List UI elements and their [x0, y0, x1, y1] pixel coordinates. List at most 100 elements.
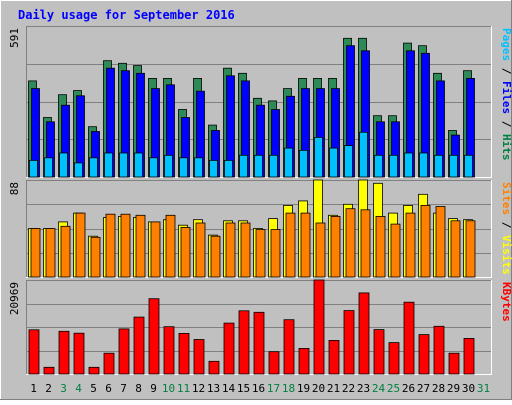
x-tick-label-day-25: 25 — [387, 382, 400, 395]
x-tick-label-day-10: 10 — [162, 382, 175, 395]
legend-part: Files — [500, 81, 512, 114]
bar-sites-day-10 — [165, 214, 176, 278]
legend-part: Hits — [500, 134, 512, 161]
bar-sites-day-14 — [225, 222, 236, 278]
bar-kbytes-day-6 — [103, 352, 115, 375]
bar-pages-day-9 — [149, 157, 158, 178]
x-tick-label-day-21: 21 — [327, 382, 340, 395]
bar-sites-day-29 — [450, 220, 461, 278]
x-tick-label-day-24: 24 — [372, 382, 386, 395]
bar-pages-day-4 — [74, 162, 83, 178]
bar-kbytes-day-24 — [373, 329, 385, 375]
bar-pages-day-14 — [224, 159, 233, 178]
bar-sites-day-12 — [195, 222, 206, 278]
x-tick-label-day-4: 4 — [75, 382, 82, 395]
chart-title: Daily usage for September 2016 — [18, 8, 235, 22]
bar-kbytes-day-7 — [118, 328, 130, 375]
bar-kbytes-day-27 — [418, 334, 430, 375]
bar-kbytes-day-5 — [88, 366, 100, 375]
bar-sites-day-3 — [60, 225, 71, 278]
bar-pages-day-18 — [284, 147, 293, 178]
bar-kbytes-day-14 — [223, 322, 235, 375]
x-tick-label-day-18: 18 — [282, 382, 295, 395]
bar-pages-day-21 — [329, 147, 338, 178]
bar-kbytes-day-4 — [73, 332, 85, 375]
x-tick-label-day-12: 12 — [192, 382, 205, 395]
x-tick-label-day-31: 31 — [477, 382, 490, 395]
bar-sites-day-15 — [240, 222, 251, 278]
bar-pages-day-29 — [449, 154, 458, 178]
x-tick-label-day-15: 15 — [237, 382, 250, 395]
bar-kbytes-day-2 — [43, 366, 55, 375]
bar-kbytes-day-23 — [358, 292, 370, 375]
x-tick-label-day-1: 1 — [30, 382, 37, 395]
bar-sites-day-22 — [345, 208, 356, 278]
x-tick-label-day-9: 9 — [150, 382, 157, 395]
x-tick-label-day-29: 29 — [447, 382, 460, 395]
x-tick-label-day-27: 27 — [417, 382, 430, 395]
legend-label-hits-files-pages: Pages / Files / Hits — [500, 28, 512, 161]
bar-pages-day-16 — [254, 154, 263, 178]
x-tick-label-day-26: 26 — [402, 382, 415, 395]
bar-pages-day-13 — [209, 159, 218, 178]
bar-sites-day-4 — [75, 212, 86, 278]
bar-sites-day-6 — [105, 213, 116, 278]
x-tick-label-day-22: 22 — [342, 382, 355, 395]
x-tick-label-day-14: 14 — [222, 382, 236, 395]
x-tick-label-day-19: 19 — [297, 382, 310, 395]
legend-part: Pages — [500, 28, 512, 61]
bar-pages-day-23 — [359, 131, 368, 178]
bar-sites-day-24 — [375, 215, 386, 278]
y-max-label-kbytes: 20969 — [8, 282, 21, 315]
legend-part: / — [500, 215, 512, 235]
bar-kbytes-day-15 — [238, 310, 250, 375]
bar-pages-day-7 — [119, 152, 128, 178]
bar-kbytes-day-22 — [343, 310, 355, 375]
bar-pages-day-12 — [194, 157, 203, 178]
bar-kbytes-day-18 — [283, 319, 295, 375]
bar-sites-day-30 — [465, 220, 476, 278]
x-tick-label-day-17: 17 — [267, 382, 280, 395]
bar-sites-day-27 — [420, 204, 431, 278]
bar-kbytes-day-19 — [298, 347, 310, 375]
bar-pages-day-1 — [29, 159, 38, 178]
bar-kbytes-day-25 — [388, 342, 400, 375]
bar-sites-day-19 — [300, 212, 311, 278]
bar-kbytes-day-28 — [433, 325, 445, 375]
bar-kbytes-day-10 — [163, 326, 175, 375]
bar-sites-day-17 — [270, 229, 281, 278]
bar-pages-day-6 — [104, 152, 113, 178]
bar-sites-day-5 — [90, 236, 101, 278]
bar-pages-day-17 — [269, 154, 278, 178]
bar-pages-day-26 — [404, 152, 413, 178]
bar-pages-day-3 — [59, 152, 68, 178]
bar-sites-day-25 — [390, 223, 401, 278]
bar-sites-day-2 — [45, 228, 56, 278]
bar-kbytes-day-12 — [193, 339, 205, 375]
x-tick-label-day-2: 2 — [45, 382, 52, 395]
bar-pages-day-22 — [344, 145, 353, 178]
bar-sites-day-1 — [30, 228, 41, 278]
bar-sites-day-9 — [150, 221, 161, 278]
x-tick-label-day-20: 20 — [312, 382, 325, 395]
y-max-label-visits-sites: 88 — [8, 182, 21, 195]
bar-kbytes-day-29 — [448, 352, 460, 375]
bar-sites-day-8 — [135, 214, 146, 278]
legend-part: KBytes — [500, 282, 512, 322]
y-max-label-hits-files-pages: 591 — [8, 28, 21, 48]
bar-pages-day-30 — [464, 154, 473, 178]
bar-kbytes-day-17 — [268, 351, 280, 375]
bar-kbytes-day-3 — [58, 330, 70, 375]
bar-sites-day-7 — [120, 213, 131, 278]
bar-kbytes-day-11 — [178, 332, 190, 375]
bar-pages-day-19 — [299, 149, 308, 178]
x-tick-label-day-3: 3 — [60, 382, 67, 395]
bar-sites-day-20 — [315, 222, 326, 278]
legend-label-kbytes: KBytes — [500, 282, 512, 322]
bar-pages-day-2 — [44, 157, 53, 178]
bar-sites-day-11 — [180, 226, 191, 278]
bar-pages-day-5 — [89, 157, 98, 178]
legend-part: / — [500, 114, 512, 134]
